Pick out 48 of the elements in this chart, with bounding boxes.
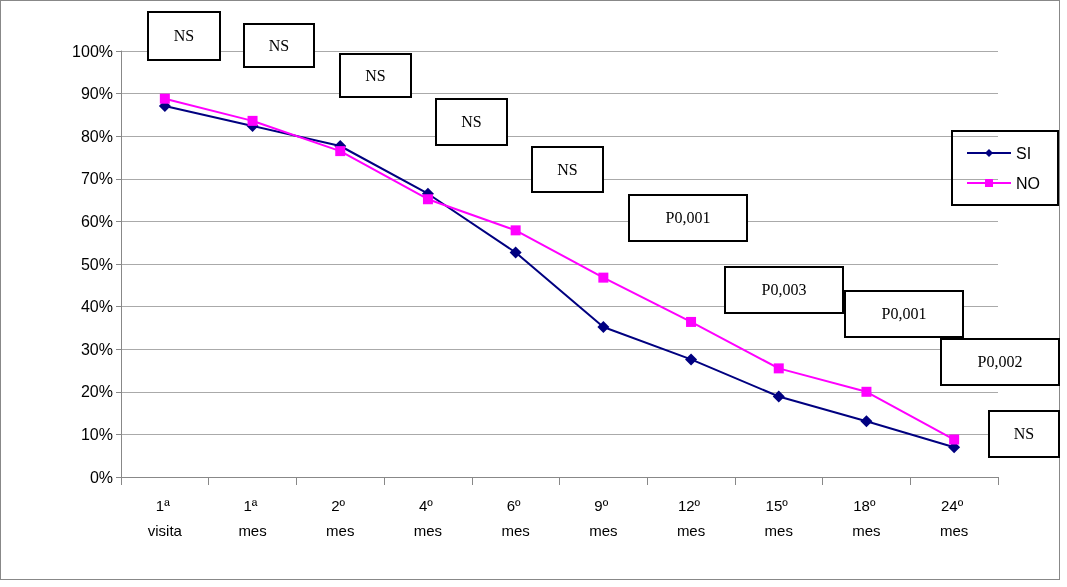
y-tick-label: 100%: [72, 42, 113, 60]
x-tick-label: 9º mes: [589, 497, 618, 539]
point: [861, 386, 872, 397]
note-box: P0,001: [844, 290, 964, 338]
y-tick-label: 60%: [80, 212, 113, 230]
note-box: NS: [339, 53, 412, 98]
note-box: P0,003: [724, 266, 844, 314]
x-tick-label: 12º mes: [676, 497, 706, 539]
point: [686, 316, 697, 327]
x-tick-label: 2º mes: [326, 497, 355, 539]
x-tick-label: 1ª mes: [238, 497, 267, 539]
point: [685, 353, 698, 366]
point: [159, 93, 170, 104]
point: [772, 390, 785, 403]
note-box: NS: [988, 410, 1060, 458]
note-box: NS: [147, 11, 221, 61]
note-box: NS: [243, 23, 315, 68]
point: [860, 415, 873, 428]
point: [422, 194, 433, 205]
y-tick-label: 30%: [80, 340, 113, 358]
x-tick-label: 15º mes: [764, 497, 793, 539]
point: [597, 321, 610, 334]
y-tick-label: 80%: [80, 127, 113, 145]
x-tick-label: 18º mes: [852, 497, 881, 539]
note-box: P0,002: [940, 338, 1060, 386]
legend-label: NO: [1016, 174, 1040, 192]
x-tick-label: 4º mes: [413, 497, 443, 539]
point: [247, 115, 258, 126]
point: [335, 146, 346, 157]
note-box: NS: [531, 146, 604, 193]
note-box: NS: [435, 98, 508, 146]
y-tick-label: 0%: [89, 468, 113, 486]
y-tick-label: 90%: [80, 85, 113, 103]
point: [598, 272, 609, 283]
x-tick-label: 24º mes: [939, 497, 969, 539]
y-tick-label: 70%: [80, 170, 113, 188]
point: [510, 225, 521, 236]
point: [773, 363, 784, 374]
y-tick-label: 20%: [80, 383, 113, 401]
point: [949, 434, 960, 445]
legend-label: SI: [1016, 144, 1032, 162]
x-tick-label: 6º mes: [501, 497, 530, 539]
y-tick-label: 50%: [80, 255, 113, 273]
y-tick-label: 10%: [80, 425, 113, 443]
point: [509, 246, 522, 259]
note-box: P0,001: [628, 194, 748, 242]
y-tick-label: 40%: [80, 298, 113, 316]
x-tick-label: 1ª visita: [147, 497, 183, 539]
